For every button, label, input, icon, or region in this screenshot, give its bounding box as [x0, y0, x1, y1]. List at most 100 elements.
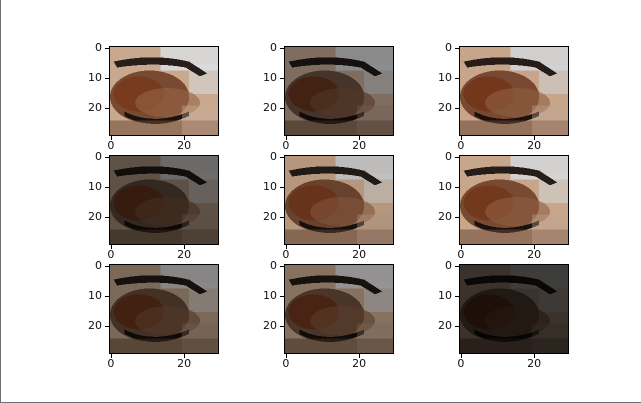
y-tick-mark [280, 156, 284, 158]
y-tick-label: 20 [263, 318, 277, 332]
y-tick-mark [280, 216, 284, 218]
y-tick-mark [105, 325, 109, 327]
y-tick-label: 10 [263, 179, 277, 193]
y-tick-label: 20 [438, 318, 452, 332]
x-tick-label: 20 [527, 357, 542, 370]
eye-image [460, 47, 568, 135]
eye-image [460, 265, 568, 353]
y-tick-label: 10 [263, 288, 277, 302]
y-tick-label: 0 [270, 40, 277, 54]
x-tick-mark [534, 245, 536, 249]
x-tick-label: 20 [527, 139, 542, 152]
y-tick-label: 20 [263, 100, 277, 114]
y-tick-label: 0 [95, 149, 102, 163]
x-tick-label: 0 [107, 357, 115, 370]
y-tick-label: 0 [95, 40, 102, 54]
y-tick-label: 20 [88, 209, 102, 223]
eye-image-panel: 0 10 20 0 20 [88, 42, 219, 151]
eye-image-panel: 0 10 20 0 20 [438, 42, 569, 151]
axes-frame [459, 46, 569, 136]
eye-image-panel: 0 10 20 0 20 [263, 42, 394, 151]
y-tick-mark [280, 295, 284, 297]
y-tick-mark [105, 216, 109, 218]
y-tick-label: 0 [445, 40, 452, 54]
y-tick-label: 20 [88, 100, 102, 114]
y-tick-label: 10 [438, 288, 452, 302]
y-tick-mark [280, 77, 284, 79]
x-tick-mark [285, 245, 287, 249]
y-tick-mark [105, 107, 109, 109]
x-tick-label: 0 [457, 357, 465, 370]
y-tick-label: 10 [263, 70, 277, 84]
y-tick-mark [455, 107, 459, 109]
y-tick-label: 10 [438, 70, 452, 84]
eye-image [110, 156, 218, 244]
x-tick-label: 0 [107, 248, 115, 261]
axes-frame [109, 264, 219, 354]
y-tick-label: 0 [270, 258, 277, 272]
y-tick-mark [280, 47, 284, 49]
y-tick-label: 20 [88, 318, 102, 332]
x-tick-mark [110, 354, 112, 358]
eye-image [285, 156, 393, 244]
x-tick-mark [184, 245, 186, 249]
x-tick-mark [359, 354, 361, 358]
eye-image-panel: 0 10 20 0 20 [88, 260, 219, 369]
y-tick-mark [455, 216, 459, 218]
y-tick-label: 0 [270, 149, 277, 163]
y-tick-mark [280, 107, 284, 109]
x-tick-label: 20 [177, 357, 192, 370]
eye-image-panel: 0 10 20 0 20 [438, 260, 569, 369]
x-tick-mark [184, 354, 186, 358]
y-tick-mark [455, 77, 459, 79]
x-tick-mark [460, 354, 462, 358]
y-tick-label: 10 [88, 179, 102, 193]
x-tick-mark [285, 354, 287, 358]
x-tick-label: 20 [177, 248, 192, 261]
eye-image-panel: 0 10 20 0 20 [263, 260, 394, 369]
x-tick-label: 20 [352, 139, 367, 152]
axes-frame [284, 155, 394, 245]
x-tick-mark [460, 136, 462, 140]
y-tick-mark [280, 325, 284, 327]
axes-frame [284, 264, 394, 354]
y-tick-mark [455, 265, 459, 267]
y-tick-label: 20 [438, 100, 452, 114]
y-tick-label: 10 [88, 288, 102, 302]
x-tick-label: 0 [457, 248, 465, 261]
y-tick-mark [105, 295, 109, 297]
x-tick-mark [110, 245, 112, 249]
x-tick-mark [285, 136, 287, 140]
eye-image [110, 265, 218, 353]
eye-image-panel: 0 10 20 0 20 [438, 151, 569, 260]
x-tick-mark [534, 354, 536, 358]
y-tick-mark [455, 186, 459, 188]
x-tick-mark [110, 136, 112, 140]
y-tick-mark [105, 77, 109, 79]
x-tick-label: 0 [457, 139, 465, 152]
x-tick-mark [460, 245, 462, 249]
y-tick-mark [105, 186, 109, 188]
x-tick-label: 0 [282, 139, 290, 152]
x-tick-label: 20 [352, 248, 367, 261]
y-tick-label: 0 [445, 149, 452, 163]
axes-frame [459, 264, 569, 354]
y-tick-mark [455, 295, 459, 297]
y-tick-mark [105, 265, 109, 267]
eye-image-panel: 0 10 20 0 20 [88, 151, 219, 260]
x-tick-label: 20 [177, 139, 192, 152]
x-tick-label: 0 [282, 248, 290, 261]
y-tick-label: 10 [438, 179, 452, 193]
eye-image-panel: 0 10 20 0 20 [263, 151, 394, 260]
y-tick-mark [455, 156, 459, 158]
eye-image [285, 47, 393, 135]
y-tick-mark [455, 47, 459, 49]
y-tick-label: 20 [263, 209, 277, 223]
axes-frame [109, 46, 219, 136]
x-tick-label: 20 [527, 248, 542, 261]
y-tick-label: 20 [438, 209, 452, 223]
x-tick-mark [184, 136, 186, 140]
y-tick-mark [105, 47, 109, 49]
x-tick-mark [359, 245, 361, 249]
axes-frame [459, 155, 569, 245]
